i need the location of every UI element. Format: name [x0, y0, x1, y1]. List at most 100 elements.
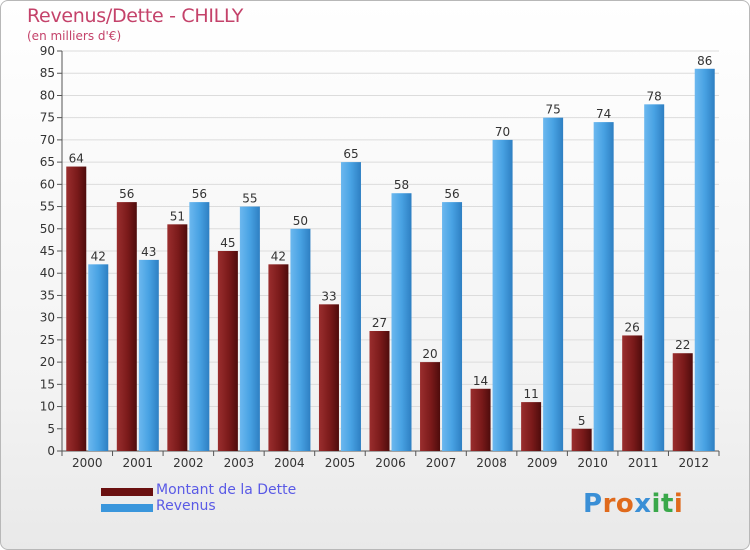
gridlines: [62, 50, 719, 452]
bar-debt: [167, 224, 188, 451]
x-tick-label: 2008: [476, 456, 507, 470]
x-tick-label: 2005: [325, 456, 356, 470]
data-label: 50: [293, 214, 308, 228]
logo-letter: x: [634, 489, 652, 519]
y-tick-label: 15: [40, 377, 55, 391]
bar-debt: [66, 166, 87, 452]
data-label: 58: [394, 178, 409, 192]
y-tick-label: 80: [40, 88, 55, 102]
bar-revenus: [340, 162, 361, 451]
y-tick-label: 55: [40, 200, 55, 214]
y-tick-label: 75: [40, 111, 55, 125]
data-label: 51: [170, 209, 185, 223]
data-label: 86: [697, 54, 712, 68]
data-label: 45: [220, 236, 235, 250]
y-tick-label: 40: [40, 266, 55, 280]
logo-letter: P: [583, 489, 603, 519]
y-tick-label: 85: [40, 66, 55, 80]
bar-revenus: [442, 202, 463, 451]
bar-revenus: [644, 104, 665, 451]
chart-subtitle: (en milliers d'€): [27, 29, 122, 43]
y-tick-label: 60: [40, 177, 55, 191]
bar-debt: [672, 353, 693, 451]
data-label: 78: [647, 89, 662, 103]
y-tick-label: 10: [40, 400, 55, 414]
axes: 0 5 10 15 20 25 30 35 40 45 50 55 60 65 70 75 80 85 90 2000…: [40, 44, 720, 470]
x-tick-label: 2011: [628, 456, 659, 470]
data-label: 56: [119, 187, 134, 201]
x-tick-label: 2007: [426, 456, 457, 470]
data-label: 74: [596, 107, 611, 121]
bar-revenus: [492, 139, 513, 451]
data-label: 43: [141, 245, 156, 259]
data-label: 5: [578, 414, 586, 428]
bar-debt: [217, 251, 238, 451]
y-tick-label: 5: [47, 422, 55, 436]
legend-swatch-debt: [101, 488, 153, 496]
bar-revenus: [189, 202, 210, 451]
y-tick-label: 25: [40, 333, 55, 347]
logo-letter: i: [673, 489, 684, 519]
data-label: 11: [523, 387, 538, 401]
bar-debt: [521, 402, 542, 451]
y-tick-label: 30: [40, 311, 55, 325]
y-tick-label: 0: [47, 444, 55, 458]
y-tick-label: 20: [40, 355, 55, 369]
x-tick-label: 2000: [72, 456, 103, 470]
data-label: 56: [192, 187, 207, 201]
y-tick-label: 45: [40, 244, 55, 258]
y-tick-label: 65: [40, 155, 55, 169]
bar-debt: [571, 428, 592, 451]
y-tick-label: 70: [40, 133, 55, 147]
bar-revenus: [593, 122, 614, 451]
bar-revenus: [239, 206, 260, 451]
x-tick-label: 2006: [375, 456, 406, 470]
data-label: 33: [321, 289, 336, 303]
data-label: 42: [91, 249, 106, 263]
bar-debt: [622, 335, 643, 451]
bar-revenus: [391, 193, 412, 451]
x-tick-label: 2004: [274, 456, 305, 470]
bar-revenus: [290, 228, 311, 451]
bar-debt: [369, 331, 390, 451]
data-label: 26: [625, 320, 640, 334]
bar-debt: [318, 304, 339, 451]
data-label: 65: [343, 147, 358, 161]
x-tick-label: 2012: [678, 456, 709, 470]
data-label: 75: [545, 103, 560, 117]
data-label: 20: [422, 347, 437, 361]
y-tick-label: 50: [40, 222, 55, 236]
data-label: 64: [69, 152, 84, 166]
logo-letter: i: [651, 489, 661, 519]
data-label: 56: [444, 187, 459, 201]
y-tick-label: 35: [40, 288, 55, 302]
data-label: 27: [372, 316, 387, 330]
chart-title: Revenus/Dette - CHILLY: [27, 5, 244, 27]
x-tick-label: 2003: [224, 456, 255, 470]
bar-revenus: [694, 68, 715, 452]
x-tick-label: 2010: [577, 456, 608, 470]
bar-debt: [268, 264, 289, 451]
data-label: 55: [242, 192, 257, 206]
proxiti-logo: Proxiti: [583, 489, 683, 519]
logo-letter: t: [660, 489, 674, 519]
logo-letter: r: [602, 489, 616, 519]
bar-revenus: [138, 259, 159, 451]
bar-debt: [470, 388, 491, 451]
bar-revenus: [88, 264, 109, 451]
y-tick-label: 90: [40, 44, 55, 58]
bar-revenus: [543, 117, 564, 452]
logo-letter: o: [615, 489, 635, 519]
data-label: 70: [495, 125, 510, 139]
legend-label-debt: Montant de la Dette: [156, 482, 297, 498]
data-label: 22: [675, 338, 690, 352]
bar-debt: [116, 202, 137, 451]
data-label: 14: [473, 374, 488, 388]
x-tick-label: 2002: [173, 456, 204, 470]
bars: [66, 68, 715, 452]
data-labels: 64 42 56 43 51 56 45 55 42 50 33 65 27 58 20 56 14 70 11 75…: [69, 54, 713, 428]
legend-swatch-revenus: [101, 504, 153, 512]
x-tick-label: 2009: [527, 456, 558, 470]
